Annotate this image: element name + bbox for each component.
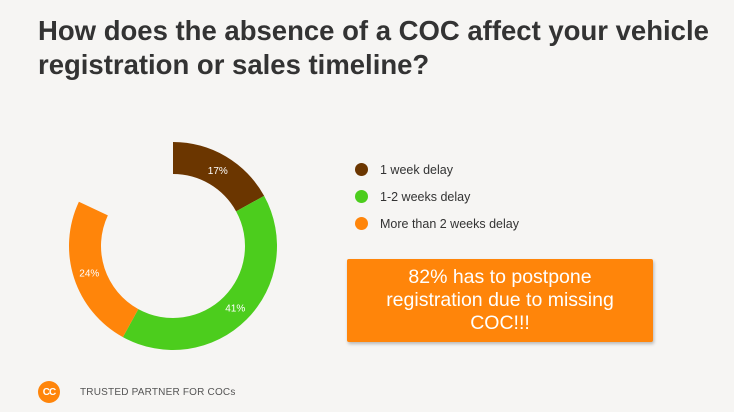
donut-slice-3 [69,201,139,338]
legend-swatch [355,163,368,176]
legend-swatch [355,190,368,203]
legend-swatch [355,217,368,230]
legend-item: 1-2 weeks delay [355,183,519,210]
donut-slice-1 [173,142,265,212]
legend-label: More than 2 weeks delay [380,216,519,231]
summary-callout: 82% has to postpone registration due to … [347,259,653,342]
slice-data-label-3: 24% [79,269,99,280]
footer: CC TRUSTED PARTNER FOR COCs [38,381,236,403]
footer-tagline: TRUSTED PARTNER FOR COCs [80,386,236,398]
legend-item: 1 week delay [355,156,519,183]
slice-data-label-1: 17% [208,166,228,177]
legend-label: 1-2 weeks delay [380,189,471,204]
company-logo: CC [38,381,60,403]
legend-label: 1 week delay [380,162,453,177]
slice-data-label-2: 41% [225,304,245,315]
callout-text: 82% has to postpone registration due to … [386,266,614,334]
donut-slice-2 [122,195,278,350]
legend-item: More than 2 weeks delay [355,210,519,237]
page-title: How does the absence of a COC affect you… [38,15,709,80]
chart-legend: 1 week delay 1-2 weeks delay More than 2 w… [355,156,519,237]
